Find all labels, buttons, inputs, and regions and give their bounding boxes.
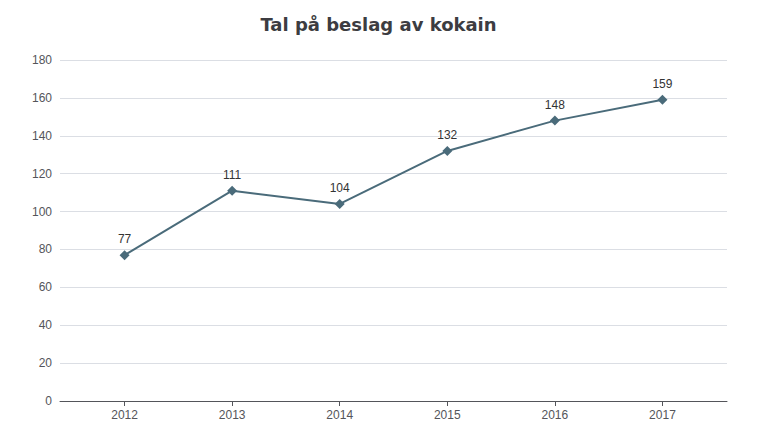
svg-text:2016: 2016 xyxy=(542,408,569,422)
svg-text:159: 159 xyxy=(652,77,672,91)
svg-text:111: 111 xyxy=(223,168,242,182)
svg-text:132: 132 xyxy=(437,128,457,142)
svg-text:148: 148 xyxy=(545,98,565,112)
svg-text:100: 100 xyxy=(32,205,52,219)
svg-text:80: 80 xyxy=(39,242,53,256)
svg-text:2013: 2013 xyxy=(219,408,246,422)
svg-text:20: 20 xyxy=(39,356,53,370)
svg-text:2014: 2014 xyxy=(326,408,353,422)
svg-text:104: 104 xyxy=(330,181,350,195)
svg-text:77: 77 xyxy=(118,232,132,246)
svg-text:180: 180 xyxy=(32,53,52,67)
svg-text:120: 120 xyxy=(32,167,52,181)
svg-text:2015: 2015 xyxy=(434,408,461,422)
svg-text:60: 60 xyxy=(39,280,53,294)
svg-text:2012: 2012 xyxy=(111,408,138,422)
svg-text:0: 0 xyxy=(45,394,52,408)
svg-text:160: 160 xyxy=(32,91,52,105)
svg-text:40: 40 xyxy=(39,318,53,332)
svg-text:2017: 2017 xyxy=(649,408,676,422)
svg-text:140: 140 xyxy=(32,129,52,143)
svg-text:Tal på beslag av kokain: Tal på beslag av kokain xyxy=(260,14,496,35)
